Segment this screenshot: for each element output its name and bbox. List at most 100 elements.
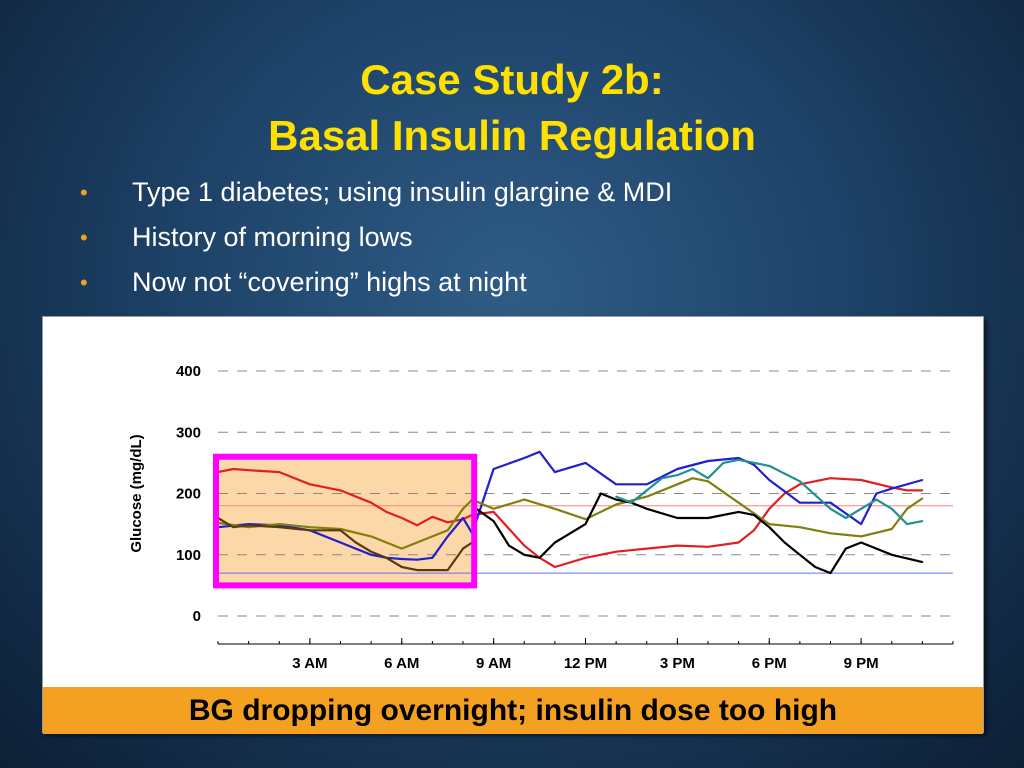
data-point [278, 526, 281, 529]
data-point [446, 521, 449, 524]
data-point [492, 468, 495, 470]
data-point [615, 498, 617, 501]
data-point [768, 465, 771, 467]
data-point [875, 498, 878, 501]
data-point [722, 462, 725, 464]
data-point [645, 507, 648, 510]
x-tick-label: 3 PM [660, 655, 695, 672]
data-point [309, 529, 311, 532]
data-point [400, 547, 403, 550]
data-point [416, 569, 418, 571]
data-point [890, 553, 893, 556]
data-point [737, 457, 740, 459]
data-point [645, 547, 648, 550]
data-point [615, 503, 617, 506]
y-tick-label: 200 [176, 486, 201, 503]
data-point [584, 556, 587, 559]
data-point [799, 483, 801, 486]
data-point [462, 517, 464, 519]
data-point [385, 541, 388, 544]
data-point [799, 480, 801, 483]
data-point [584, 523, 587, 525]
data-point [278, 471, 281, 473]
bullet-text: Now not “covering” highs at night [132, 267, 527, 297]
data-point [799, 501, 801, 504]
data-point [860, 479, 862, 481]
data-point [921, 520, 924, 522]
data-point [737, 511, 740, 513]
data-point [615, 550, 617, 553]
data-point [860, 523, 862, 525]
data-point [783, 541, 786, 544]
data-point [707, 545, 709, 548]
data-point [508, 544, 510, 547]
data-point [753, 514, 755, 516]
data-point [584, 462, 587, 464]
y-tick-label: 400 [176, 363, 201, 380]
y-tick-label: 300 [176, 424, 201, 441]
data-point [676, 517, 679, 519]
data-point [247, 526, 250, 529]
data-point [768, 479, 771, 481]
data-point [554, 566, 556, 568]
data-point [890, 507, 893, 510]
data-point [462, 507, 464, 510]
data-point [370, 535, 372, 538]
data-point [232, 468, 235, 470]
data-point [860, 541, 862, 544]
data-point [232, 526, 235, 529]
data-point [615, 483, 617, 486]
data-point [906, 507, 908, 510]
data-point [339, 529, 342, 532]
bullet-dot-icon: • [80, 225, 88, 250]
data-point [737, 458, 740, 461]
series-line-6 [615, 458, 923, 526]
data-point [829, 572, 832, 574]
x-tick-label: 6 AM [384, 655, 419, 672]
y-tick-label: 0 [193, 608, 201, 625]
data-point [385, 556, 388, 559]
data-point [890, 528, 893, 530]
data-point [416, 541, 418, 544]
caption-text: BG dropping overnight; insulin dose too … [188, 694, 838, 727]
data-point [829, 477, 832, 480]
data-point [247, 524, 250, 527]
data-point [247, 469, 250, 472]
data-point [906, 523, 908, 525]
data-point [370, 550, 372, 553]
data-point [400, 517, 403, 519]
chart-panel: 0 100 200 300 400 3 AM 6 AM 9 AM 12 PM 3 PM 6 PM 9 … [42, 316, 984, 734]
data-point [860, 507, 862, 510]
data-point [906, 489, 908, 492]
data-point [370, 501, 372, 504]
data-point [707, 460, 709, 462]
data-point [921, 479, 924, 481]
data-point [676, 474, 679, 476]
data-point [707, 477, 709, 480]
data-point [523, 544, 526, 547]
data-point [431, 535, 434, 538]
data-point [538, 450, 541, 453]
data-point [354, 541, 357, 544]
bullet-text: History of morning lows [132, 222, 413, 252]
data-point [768, 526, 771, 529]
data-point [875, 492, 878, 495]
data-point [676, 544, 679, 547]
data-point [921, 497, 924, 500]
title-line-2: Basal Insulin Regulation [268, 112, 756, 159]
data-point [860, 535, 862, 538]
data-point [691, 477, 694, 480]
data-point [278, 523, 281, 525]
data-point [492, 511, 495, 513]
data-point [676, 468, 679, 470]
data-point [416, 524, 418, 527]
data-point [645, 495, 648, 498]
highlight-region-fill [216, 456, 475, 586]
data-point [645, 489, 648, 492]
data-point [431, 515, 434, 518]
y-tick-label: 100 [176, 547, 201, 564]
caption-bar: BG dropping overnight; insulin dose too … [43, 685, 983, 734]
data-point [492, 520, 495, 522]
data-point [768, 507, 771, 510]
data-point [829, 501, 832, 504]
